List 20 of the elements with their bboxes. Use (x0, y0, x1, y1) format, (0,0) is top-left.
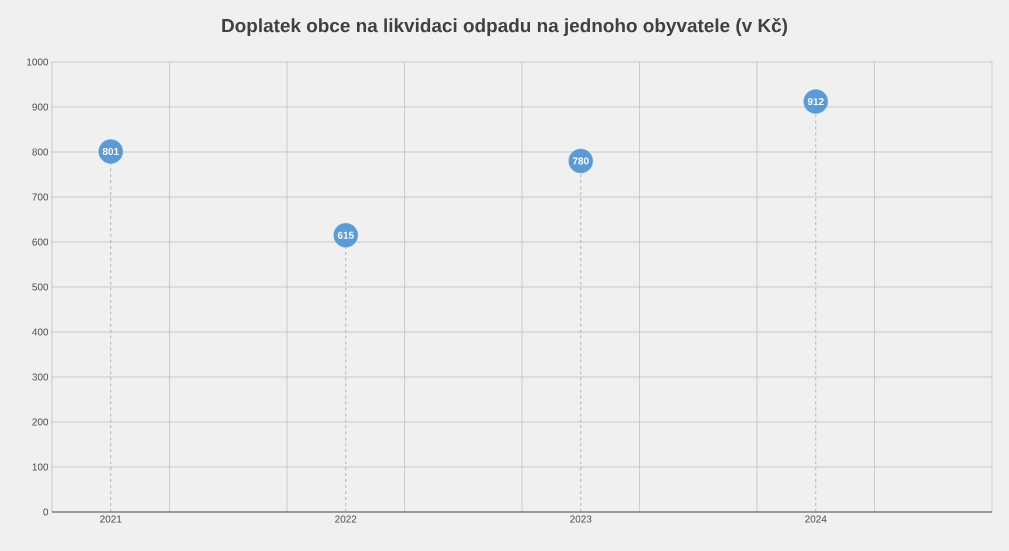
data-label: 912 (807, 98, 824, 106)
chart-title: Doplatek obce na likvidaci odpadu na jednoho obyvatele (v Kč) (222, 17, 788, 37)
y-tick-label: 900 (32, 103, 49, 111)
y-tick-label: 100 (32, 463, 49, 471)
x-tick-label: 2023 (570, 515, 592, 523)
y-tick-label: 0 (43, 508, 49, 516)
data-label: 615 (337, 231, 354, 239)
y-tick-label: 400 (32, 328, 49, 336)
y-tick-label: 700 (32, 193, 49, 201)
x-tick-label: 2022 (335, 515, 357, 523)
data-label: 801 (102, 148, 119, 156)
x-tick-label: 2024 (805, 515, 827, 523)
x-tick-label: 2021 (100, 515, 122, 523)
y-tick-label: 200 (32, 418, 49, 426)
y-tick-label: 1000 (27, 58, 49, 66)
y-tick-label: 300 (32, 373, 49, 381)
y-tick-label: 500 (32, 283, 49, 291)
y-tick-label: 800 (32, 148, 49, 156)
y-tick-label: 600 (32, 238, 49, 246)
data-label: 780 (572, 157, 589, 165)
